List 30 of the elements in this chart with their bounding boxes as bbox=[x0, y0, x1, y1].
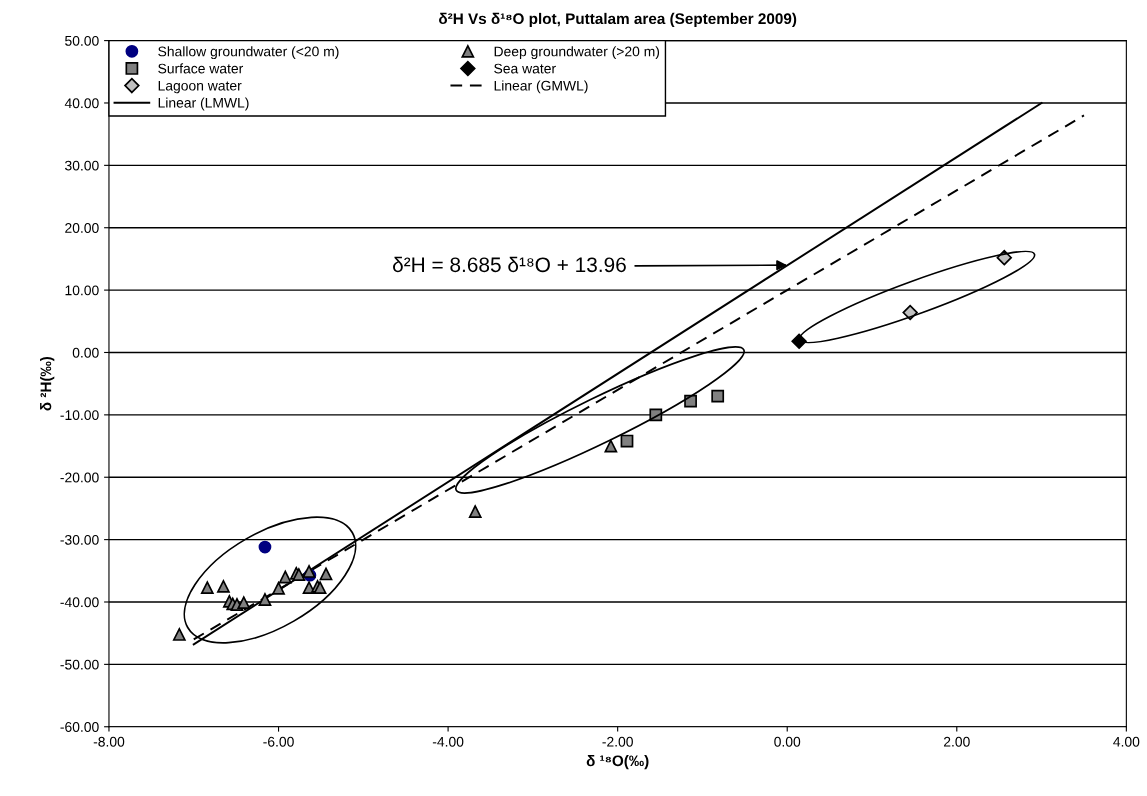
y-tick-label: 10.00 bbox=[65, 285, 99, 296]
y-tick-label: 30.00 bbox=[65, 160, 99, 171]
legend-label: Lagoon water bbox=[158, 80, 242, 94]
x-tick-label: -6.00 bbox=[263, 736, 294, 747]
y-tick-label: -50.00 bbox=[60, 659, 99, 670]
y-tick-label: 40.00 bbox=[64, 98, 99, 109]
x-tick-label: -2.00 bbox=[602, 736, 633, 747]
x-tick-label: 0.00 bbox=[774, 736, 801, 747]
x-tick-label: 2.00 bbox=[943, 736, 970, 747]
y-tick-label: -60.00 bbox=[60, 722, 99, 732]
y-tick-label: 0.00 bbox=[72, 347, 99, 358]
x-tick-label: -8.00 bbox=[93, 736, 125, 747]
x-tick-label: -4.00 bbox=[432, 736, 464, 747]
y-tick-label: 20.00 bbox=[65, 223, 99, 233]
legend-label: Linear (LMWL) bbox=[158, 97, 249, 111]
annotation: δ²H = 8.685 δ¹⁸O + 13.96 bbox=[393, 256, 626, 273]
legend-label: Shallow groundwater (<20 m) bbox=[158, 46, 339, 60]
chart-title: δ²H Vs δ¹⁸O plot, Puttalam area (September 2009) bbox=[439, 12, 797, 28]
y-axis-title: δ ²H(‰) bbox=[40, 356, 55, 411]
x-tick-label: 4.00 bbox=[1113, 736, 1140, 747]
legend-label: Linear (GMWL) bbox=[494, 80, 588, 94]
x-axis-title: δ ¹⁸O(‰) bbox=[586, 754, 649, 770]
legend-label: Surface water bbox=[158, 63, 244, 74]
legend-label: Sea water bbox=[494, 63, 556, 74]
y-tick-label: 50.00 bbox=[65, 35, 99, 46]
y-tick-label: -20.00 bbox=[60, 472, 99, 483]
y-tick-label: -30.00 bbox=[60, 534, 99, 545]
y-tick-label: -10.00 bbox=[60, 410, 99, 421]
legend-label: Deep groundwater (>20 m) bbox=[494, 46, 660, 60]
y-tick-label: -40.00 bbox=[60, 597, 99, 608]
